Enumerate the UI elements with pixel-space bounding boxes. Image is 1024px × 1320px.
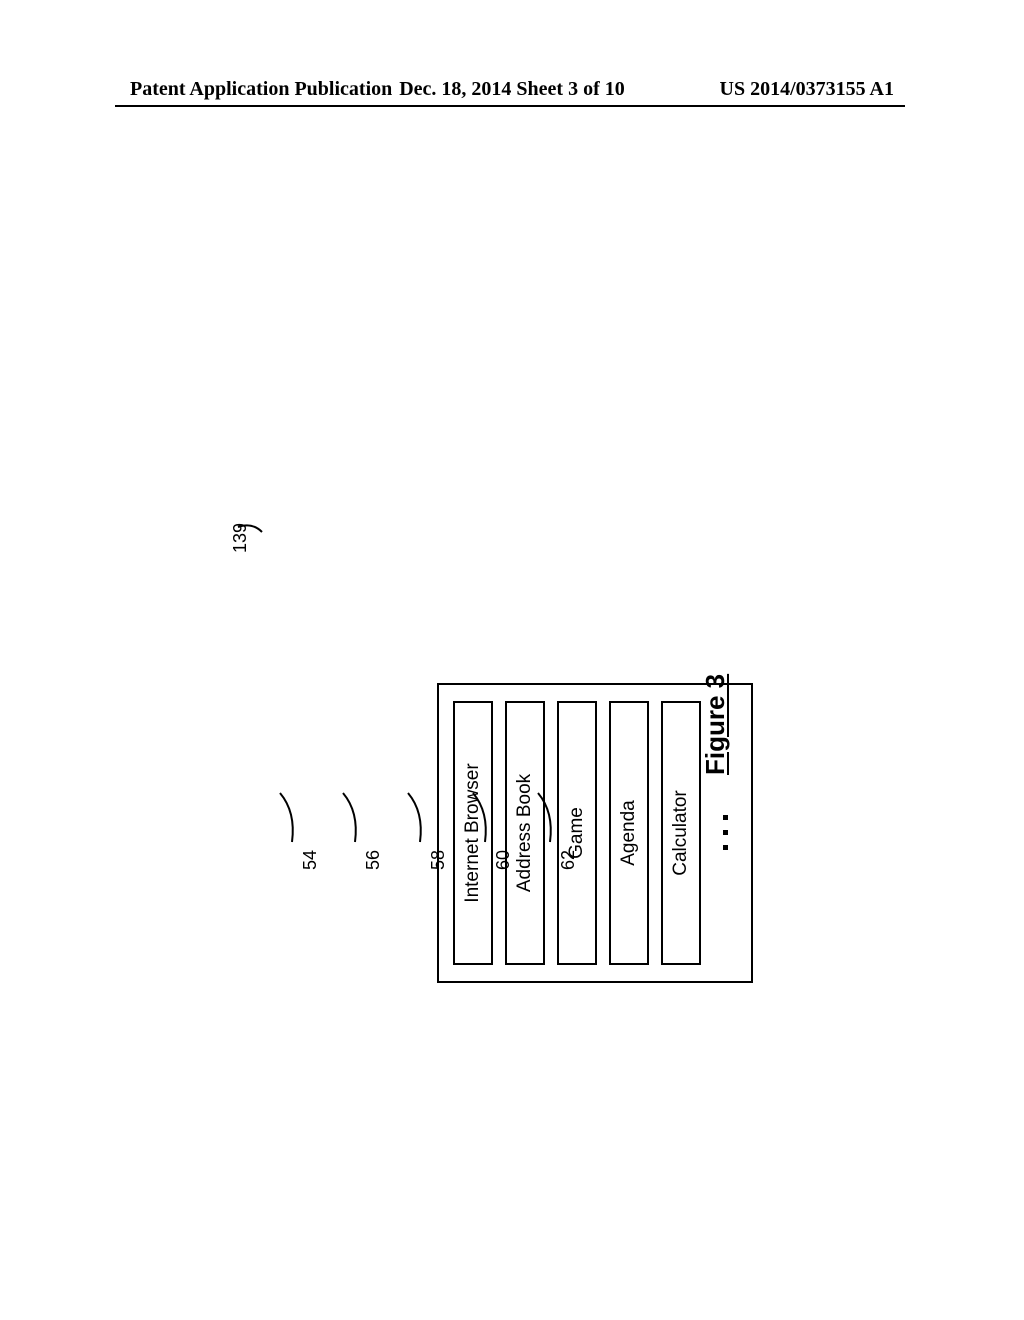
ref-62: 62 (558, 850, 579, 870)
figure-stage: Internet Browser Address Book Game Agend… (0, 0, 1024, 1320)
app-label: Calculator (670, 790, 692, 876)
app-label: Agenda (618, 800, 640, 866)
app-box-address-book: Address Book (505, 701, 545, 965)
app-box-calculator: Calculator (661, 701, 701, 965)
app-box-internet-browser: Internet Browser (453, 701, 493, 965)
figure-caption: Figure 3 (700, 674, 731, 775)
app-box-agenda: Agenda (609, 701, 649, 965)
callout-arcs (0, 0, 1024, 1320)
app-label: Internet Browser (462, 763, 484, 902)
app-box-game: Game (557, 701, 597, 965)
app-label: Address Book (514, 774, 536, 892)
ref-60: 60 (493, 850, 514, 870)
ref-54: 54 (300, 850, 321, 870)
ref-139: 139 (230, 523, 251, 553)
ref-58: 58 (428, 850, 449, 870)
ref-56: 56 (363, 850, 384, 870)
